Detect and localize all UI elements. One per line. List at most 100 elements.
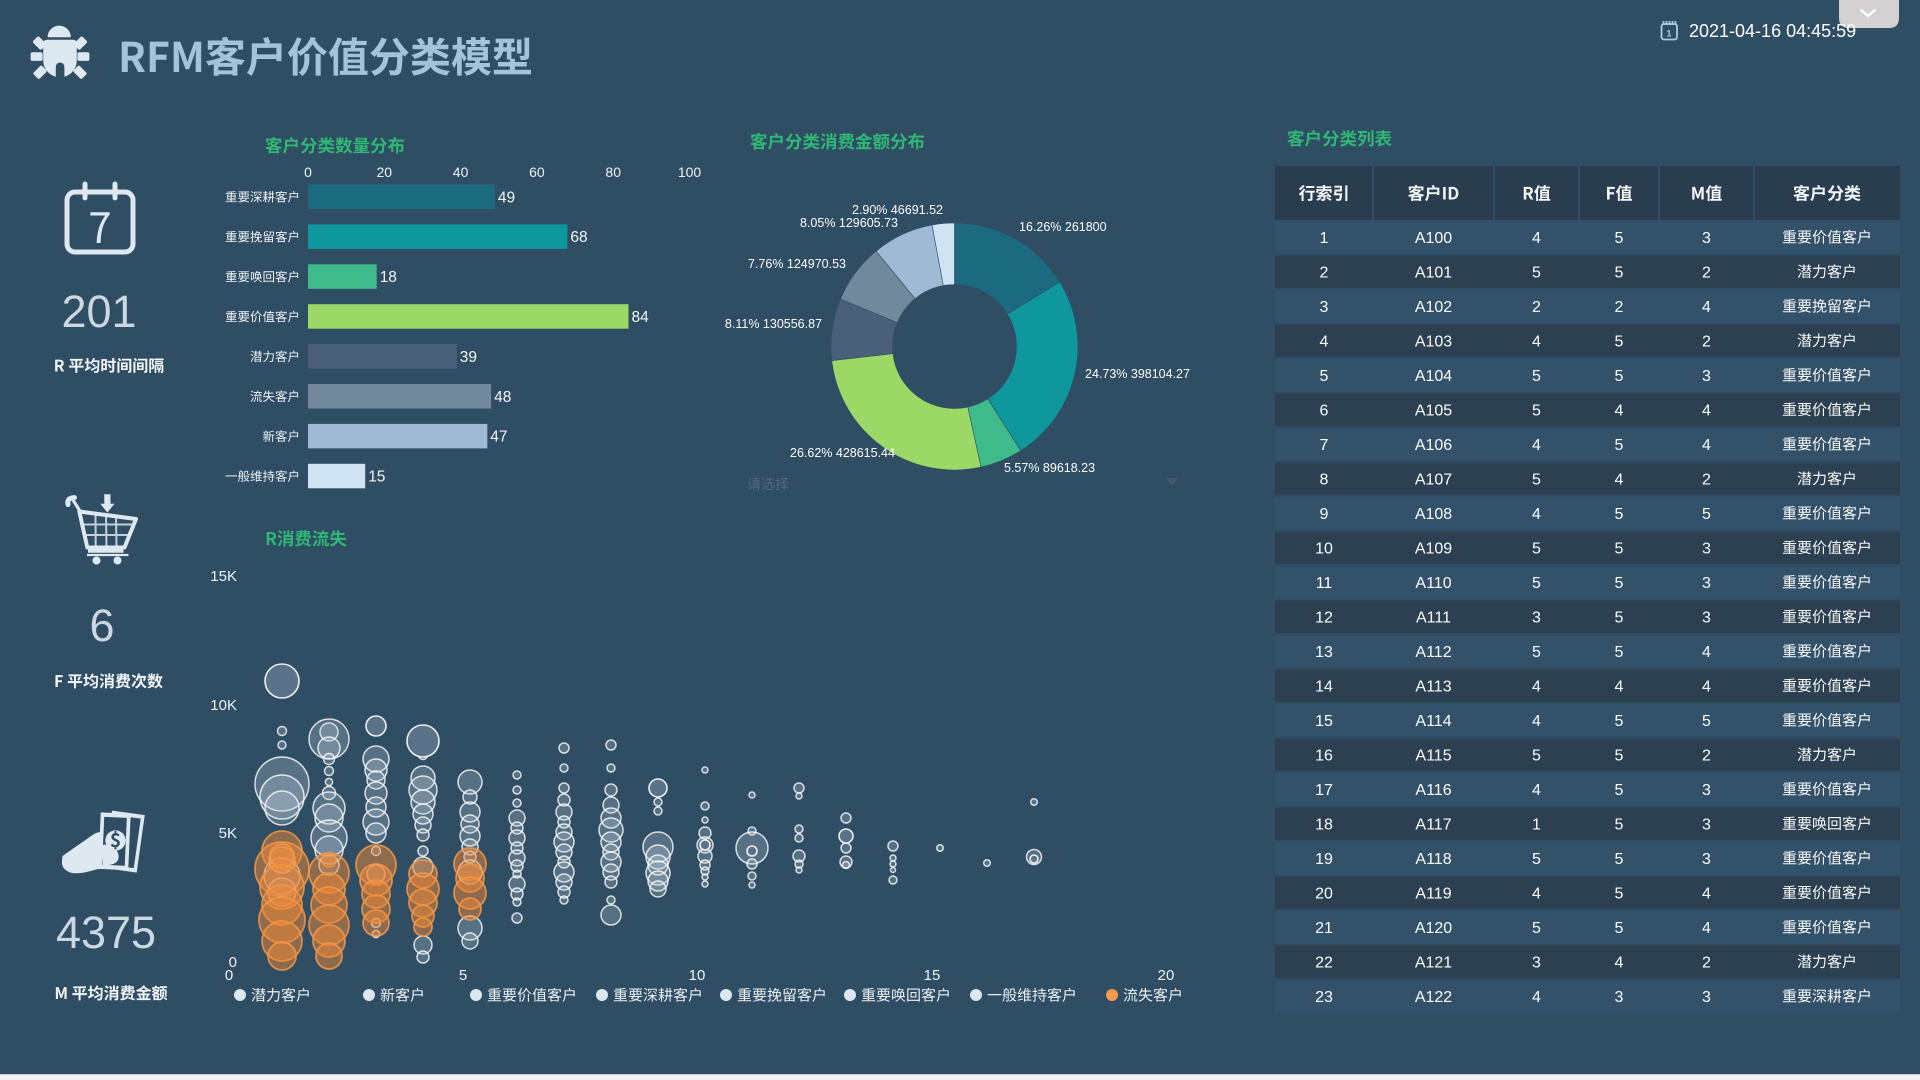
svg-text:4: 4 [1320, 334, 1329, 351]
svg-text:9: 9 [1320, 506, 1329, 523]
svg-text:15: 15 [924, 967, 941, 984]
svg-text:49: 49 [498, 189, 515, 206]
svg-text:5: 5 [1532, 403, 1541, 420]
svg-text:5: 5 [1615, 920, 1624, 937]
svg-text:47: 47 [490, 429, 507, 446]
svg-text:4: 4 [1702, 437, 1711, 454]
svg-text:22: 22 [1315, 955, 1333, 972]
svg-text:8.05% 129605.73: 8.05% 129605.73 [800, 216, 898, 230]
svg-text:1: 1 [1320, 230, 1329, 247]
svg-text:15: 15 [368, 469, 385, 486]
svg-text:3: 3 [1702, 575, 1711, 592]
svg-text:3: 3 [1702, 782, 1711, 799]
svg-text:5: 5 [1615, 368, 1624, 385]
svg-text:A110: A110 [1415, 575, 1451, 592]
svg-text:A107: A107 [1415, 472, 1452, 489]
svg-text:A100: A100 [1415, 230, 1452, 247]
svg-text:4: 4 [1702, 299, 1711, 316]
svg-text:5: 5 [1532, 265, 1541, 282]
svg-text:4: 4 [1532, 230, 1541, 247]
svg-text:7.76% 124970.53: 7.76% 124970.53 [748, 257, 846, 271]
svg-text:5: 5 [1615, 541, 1624, 558]
svg-text:5: 5 [1615, 334, 1624, 351]
svg-text:3: 3 [1702, 368, 1711, 385]
svg-text:8: 8 [1320, 472, 1329, 489]
svg-text:A103: A103 [1415, 334, 1452, 351]
svg-text:1: 1 [1666, 29, 1671, 39]
svg-text:21: 21 [1315, 920, 1333, 937]
svg-text:60: 60 [529, 164, 545, 180]
svg-text:4: 4 [1615, 403, 1624, 420]
svg-text:4: 4 [1702, 679, 1711, 696]
svg-text:5: 5 [1702, 506, 1711, 523]
svg-text:A102: A102 [1415, 299, 1452, 316]
svg-text:3: 3 [1702, 230, 1711, 247]
svg-text:5: 5 [1615, 782, 1624, 799]
svg-text:10K: 10K [210, 697, 237, 714]
svg-text:14: 14 [1315, 679, 1333, 696]
svg-text:6: 6 [1320, 403, 1329, 420]
svg-text:68: 68 [570, 229, 587, 246]
svg-text:4: 4 [1702, 403, 1711, 420]
svg-text:A116: A116 [1415, 782, 1451, 799]
svg-text:80: 80 [605, 164, 621, 180]
svg-text:12: 12 [1315, 610, 1333, 627]
svg-text:A113: A113 [1415, 679, 1451, 696]
svg-text:A112: A112 [1415, 644, 1451, 661]
svg-text:5: 5 [1615, 575, 1624, 592]
svg-text:5: 5 [1615, 886, 1624, 903]
svg-text:A122: A122 [1415, 989, 1452, 1006]
svg-text:39: 39 [460, 349, 477, 366]
svg-text:5: 5 [1532, 644, 1541, 661]
svg-text:5K: 5K [219, 825, 237, 842]
svg-text:5: 5 [1532, 472, 1541, 489]
svg-text:5: 5 [1532, 541, 1541, 558]
svg-text:5: 5 [1615, 644, 1624, 661]
svg-text:5: 5 [1532, 748, 1541, 765]
svg-text:5: 5 [1615, 230, 1624, 247]
svg-text:100: 100 [678, 164, 702, 180]
svg-text:3: 3 [1702, 851, 1711, 868]
svg-text:4: 4 [1615, 679, 1624, 696]
svg-text:A121: A121 [1415, 955, 1452, 972]
svg-text:0: 0 [225, 967, 233, 984]
svg-text:13: 13 [1315, 644, 1333, 661]
svg-text:A114: A114 [1415, 713, 1451, 730]
svg-text:24.73% 398104.27: 24.73% 398104.27 [1085, 367, 1190, 381]
svg-text:5.57% 89618.23: 5.57% 89618.23 [1004, 461, 1095, 475]
svg-text:5: 5 [1615, 748, 1624, 765]
svg-text:A108: A108 [1415, 506, 1452, 523]
svg-text:5: 5 [1615, 437, 1624, 454]
svg-text:4: 4 [1532, 679, 1541, 696]
svg-text:A117: A117 [1415, 817, 1451, 834]
svg-text:A118: A118 [1415, 851, 1451, 868]
svg-text:17: 17 [1315, 782, 1333, 799]
svg-text:A101: A101 [1415, 265, 1452, 282]
svg-text:5: 5 [1532, 920, 1541, 937]
svg-text:4: 4 [1532, 506, 1541, 523]
svg-text:48: 48 [494, 389, 511, 406]
svg-text:23: 23 [1315, 989, 1333, 1006]
svg-text:2.90% 46691.52: 2.90% 46691.52 [852, 203, 943, 217]
svg-text:15K: 15K [210, 568, 237, 585]
svg-text:3: 3 [1702, 817, 1711, 834]
svg-text:3: 3 [1615, 989, 1624, 1006]
svg-text:4: 4 [1532, 334, 1541, 351]
svg-text:4: 4 [1532, 782, 1541, 799]
svg-text:40: 40 [453, 164, 469, 180]
svg-text:5: 5 [1532, 851, 1541, 868]
svg-text:5: 5 [459, 967, 467, 984]
svg-text:2: 2 [1320, 265, 1329, 282]
svg-text:4: 4 [1615, 955, 1624, 972]
svg-text:3: 3 [1532, 955, 1541, 972]
svg-text:2: 2 [1702, 955, 1711, 972]
svg-text:5: 5 [1615, 610, 1624, 627]
svg-text:5: 5 [1615, 851, 1624, 868]
svg-text:0: 0 [304, 164, 312, 180]
svg-text:20: 20 [1315, 886, 1333, 903]
svg-text:3: 3 [1702, 610, 1711, 627]
svg-text:4: 4 [1702, 644, 1711, 661]
svg-text:2: 2 [1532, 299, 1541, 316]
svg-text:20: 20 [377, 164, 393, 180]
svg-text:1: 1 [1532, 817, 1541, 834]
